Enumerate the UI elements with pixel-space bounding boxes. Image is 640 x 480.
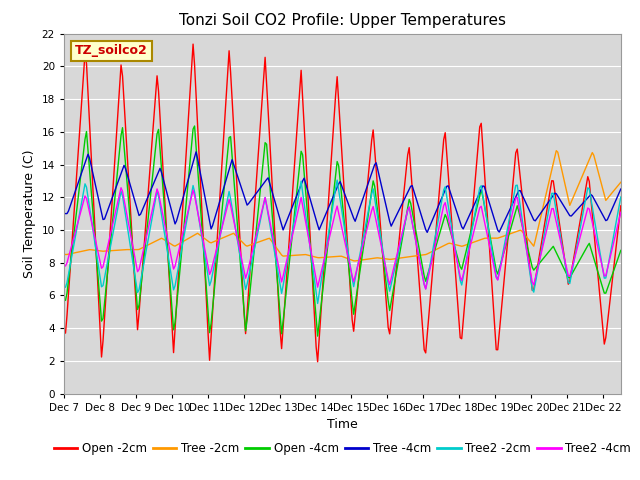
Text: TZ_soilco2: TZ_soilco2 <box>75 44 148 58</box>
Title: Tonzi Soil CO2 Profile: Upper Temperatures: Tonzi Soil CO2 Profile: Upper Temperatur… <box>179 13 506 28</box>
X-axis label: Time: Time <box>327 418 358 431</box>
Legend: Open -2cm, Tree -2cm, Open -4cm, Tree -4cm, Tree2 -2cm, Tree2 -4cm: Open -2cm, Tree -2cm, Open -4cm, Tree -4… <box>49 437 636 460</box>
Y-axis label: Soil Temperature (C): Soil Temperature (C) <box>23 149 36 278</box>
